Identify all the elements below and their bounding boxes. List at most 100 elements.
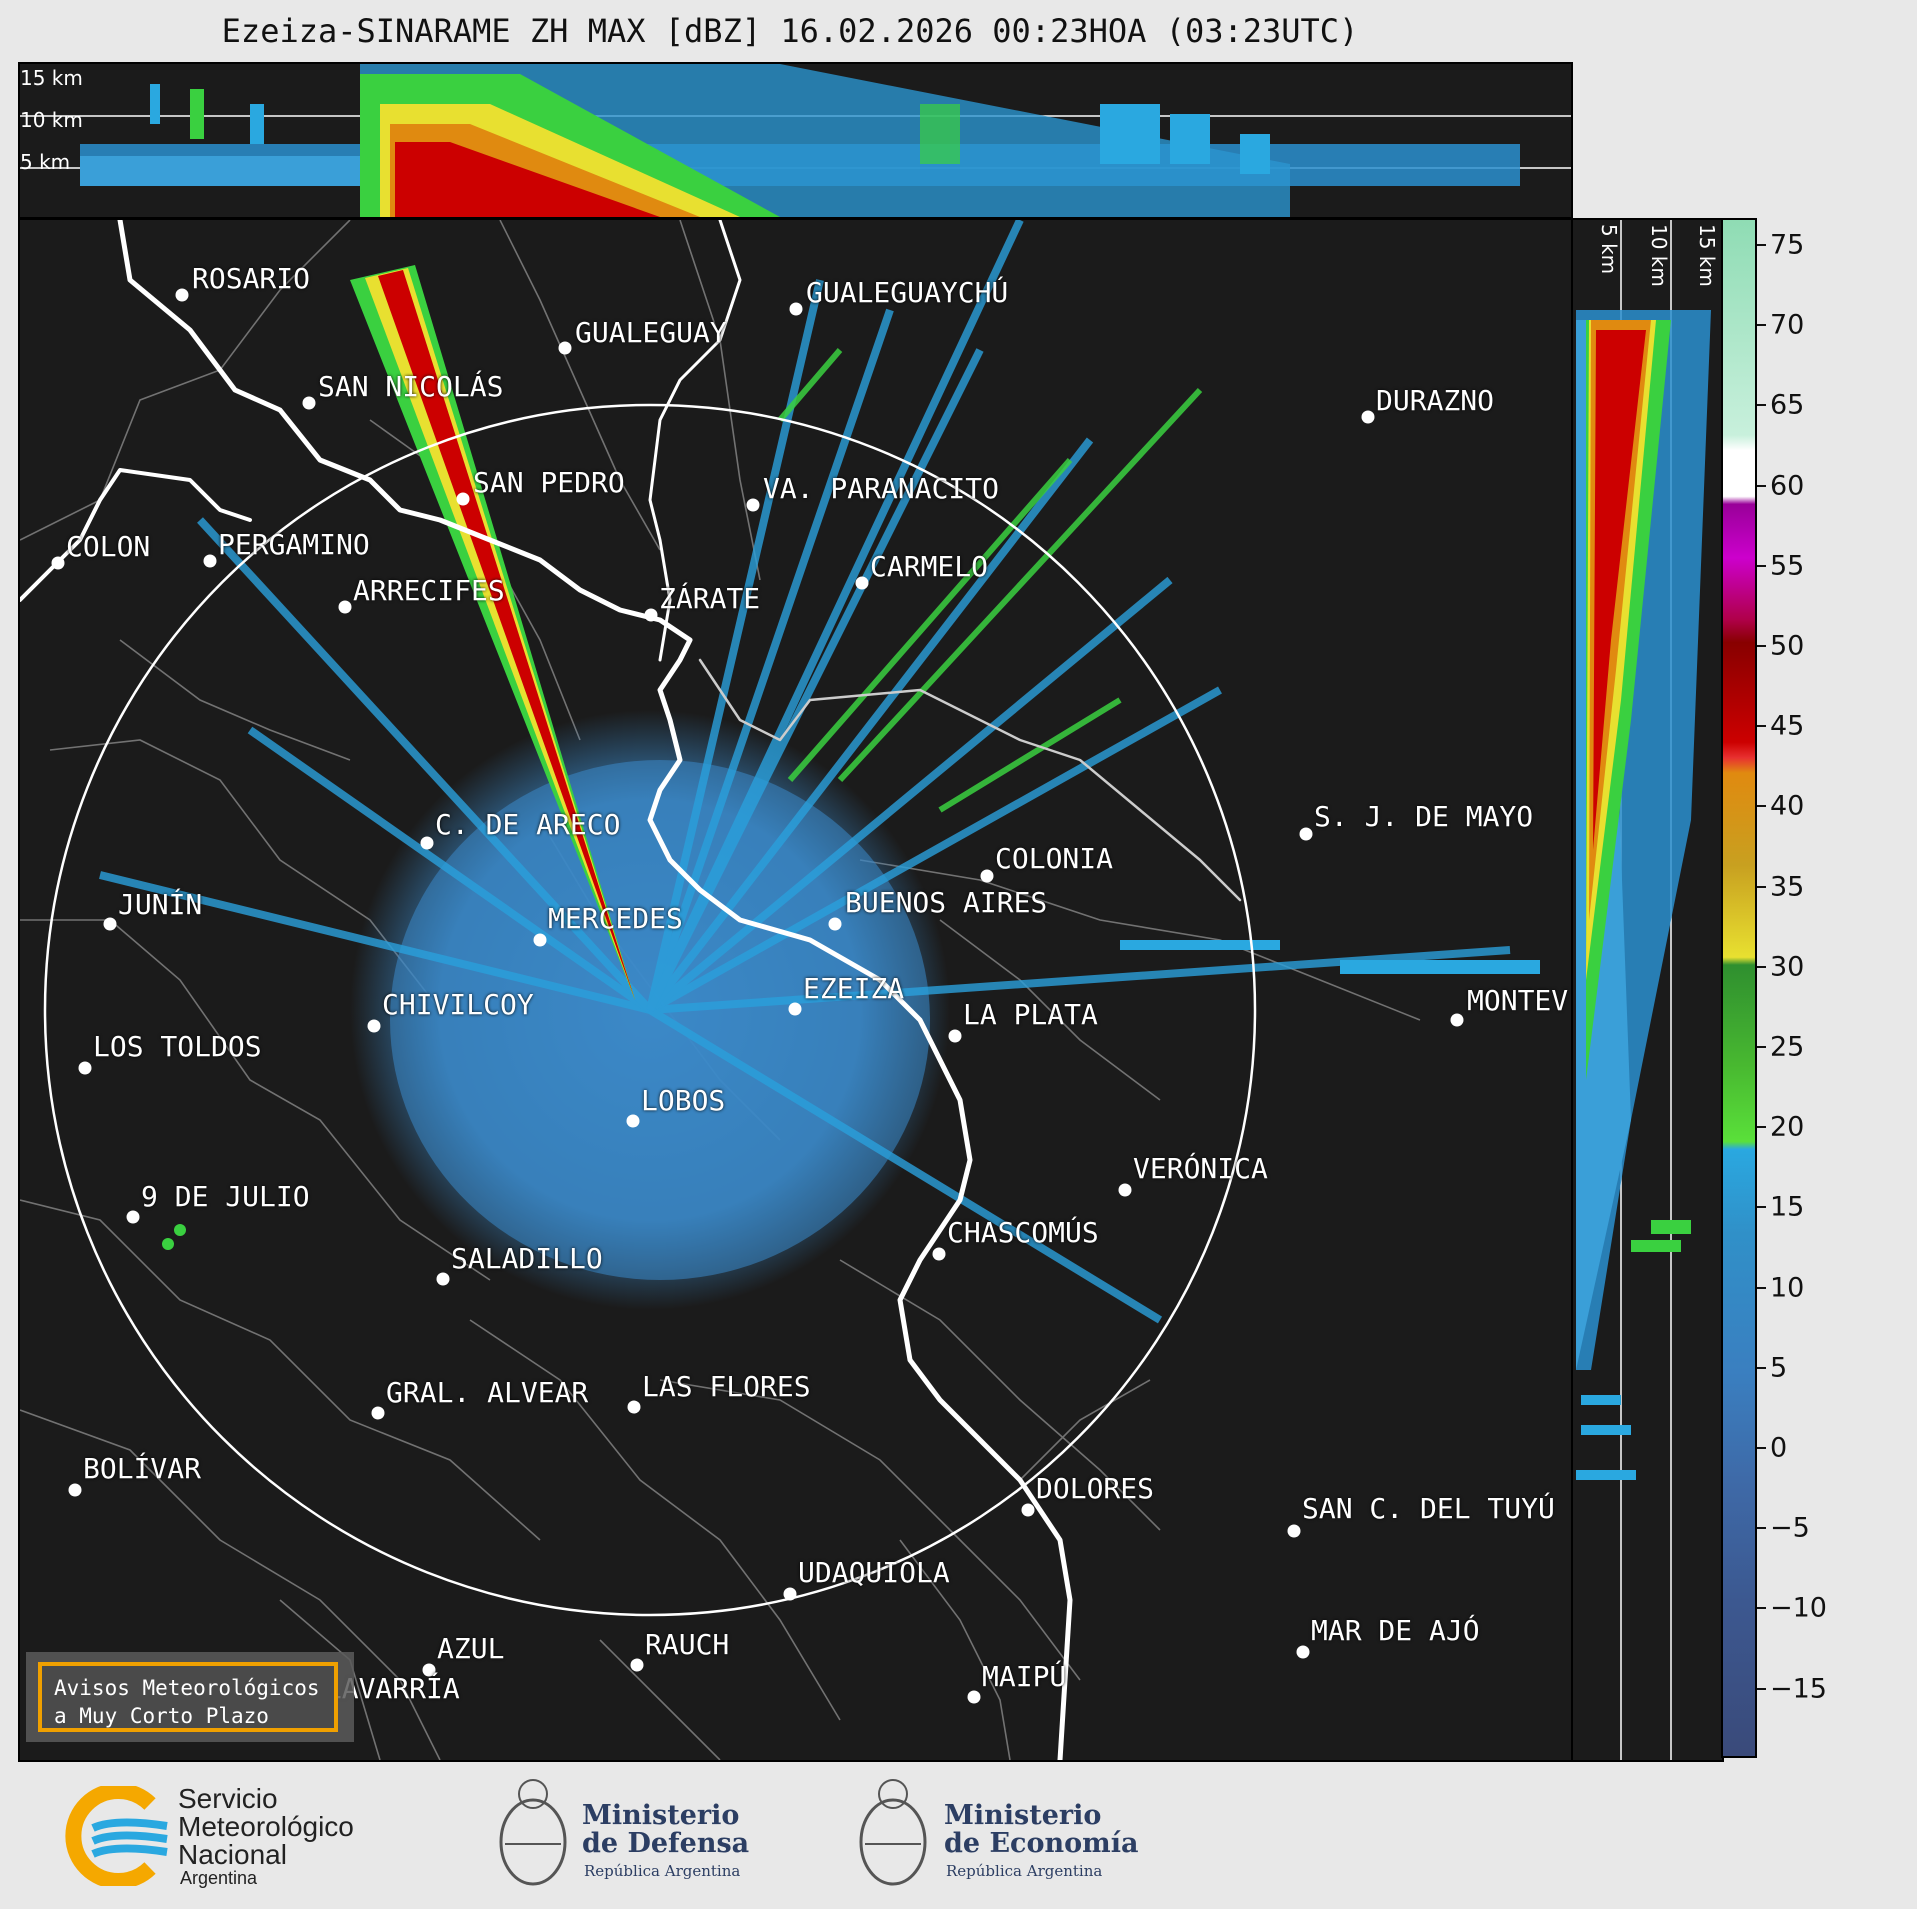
colorbar-tick-label: 15 bbox=[1770, 1191, 1805, 1223]
city-label-gral-alvear: GRAL. ALVEAR bbox=[386, 1376, 589, 1409]
city-dot-azul bbox=[422, 1663, 436, 1677]
city-label-junin: JUNÍN bbox=[118, 888, 203, 921]
city-label-san-c-del-tuyu: SAN C. DEL TUYÚ bbox=[1302, 1492, 1555, 1525]
city-dot-mar-de-ajo bbox=[1296, 1645, 1310, 1659]
city-dot-veronica bbox=[1118, 1183, 1132, 1197]
city-label-chascomus: CHASCOMÚS bbox=[947, 1216, 1099, 1249]
colorbar-tick-label: 75 bbox=[1770, 229, 1805, 261]
colorbar-tick-label: 5 bbox=[1770, 1352, 1788, 1384]
city-dot-montevideo bbox=[1450, 1013, 1464, 1027]
colorbar-tick-label: 20 bbox=[1770, 1111, 1805, 1143]
top-altitude-label-5: 5 km bbox=[20, 150, 71, 174]
colorbar-tick bbox=[1757, 1126, 1766, 1129]
city-label-montevideo: MONTEV bbox=[1467, 984, 1569, 1017]
footer: Servicio Meteorológico Nacional Argentin… bbox=[0, 1760, 1917, 1909]
warning-line-2: a Muy Corto Plazo bbox=[54, 1704, 269, 1728]
city-label-9-de-julio: 9 DE JULIO bbox=[141, 1180, 310, 1213]
city-dot-los-toldos bbox=[78, 1061, 92, 1075]
top-altitude-label-15: 15 km bbox=[20, 66, 83, 90]
city-dot-carmelo bbox=[855, 576, 869, 590]
colorbar-tick bbox=[1757, 1366, 1766, 1369]
colorbar-tick-label: 0 bbox=[1770, 1432, 1788, 1464]
city-label-colonia: COLONIA bbox=[995, 842, 1114, 875]
city-dot-9-de-julio bbox=[126, 1210, 140, 1224]
radar-echoes bbox=[99, 220, 1540, 1324]
city-dot-colonia bbox=[980, 869, 994, 883]
city-dot-la-plata bbox=[948, 1029, 962, 1043]
city-label-gualeguaychu: GUALEGUAYCHÚ bbox=[806, 276, 1009, 309]
colorbar-tick-label: 30 bbox=[1770, 951, 1805, 983]
colorbar-tick-label: 60 bbox=[1770, 470, 1805, 502]
city-label-zarate: ZÁRATE bbox=[659, 582, 761, 615]
city-dot-buenos-aires bbox=[828, 917, 842, 931]
colorbar-tick bbox=[1757, 324, 1766, 327]
city-dot-gualeguay bbox=[558, 341, 572, 355]
colorbar-tick bbox=[1757, 1607, 1766, 1610]
city-label-ezeiza: EZEIZA bbox=[803, 972, 905, 1005]
defensa-line-1: Ministerio bbox=[582, 1800, 740, 1831]
defensa-line-2: de Defensa bbox=[582, 1828, 750, 1859]
economia-line-1: Ministerio bbox=[944, 1800, 1102, 1831]
city-label-buenos-aires: BUENOS AIRES bbox=[845, 886, 1048, 919]
city-label-c-de-areco: C. DE ARECO bbox=[435, 808, 621, 841]
city-label-san-pedro: SAN PEDRO bbox=[473, 466, 625, 499]
city-dot-rosario bbox=[175, 288, 189, 302]
city-label-carmelo: CARMELO bbox=[870, 550, 989, 583]
city-dot-rauch bbox=[630, 1658, 644, 1672]
economia-line-3: República Argentina bbox=[946, 1862, 1103, 1880]
city-dot-las-flores bbox=[627, 1400, 641, 1414]
city-label-arrecifes: ARRECIFES bbox=[353, 574, 505, 607]
city-label-azul: AZUL bbox=[437, 1632, 505, 1665]
colorbar-tick bbox=[1757, 725, 1766, 728]
dbz-colorbar bbox=[1721, 218, 1757, 1758]
city-label-saladillo: SALADILLO bbox=[451, 1242, 603, 1275]
city-label-rosario: ROSARIO bbox=[192, 262, 311, 295]
city-dot-chivilcoy bbox=[367, 1019, 381, 1033]
smn-line-4: Argentina bbox=[180, 1868, 258, 1888]
colorbar-tick bbox=[1757, 1687, 1766, 1690]
city-dot-pergamino bbox=[203, 554, 217, 568]
right-altitude-label-10: 10 km bbox=[1647, 224, 1671, 287]
range-ring bbox=[43, 403, 1257, 1617]
city-label-mercedes: MERCEDES bbox=[548, 902, 683, 935]
colorbar-tick bbox=[1757, 885, 1766, 888]
colorbar-tick-label: −5 bbox=[1770, 1512, 1810, 1544]
city-dot-gral-alvear bbox=[371, 1406, 385, 1420]
colorbar-tick bbox=[1757, 244, 1766, 246]
colorbar-tick-label: 25 bbox=[1770, 1031, 1805, 1063]
colorbar-tick bbox=[1757, 564, 1766, 567]
city-label-maipu: MAIPÚ bbox=[982, 1660, 1067, 1693]
colorbar-tick bbox=[1757, 1206, 1766, 1209]
smn-line-1: Servicio bbox=[178, 1783, 278, 1814]
city-label-rauch: RAUCH bbox=[645, 1628, 730, 1661]
city-dot-san-pedro bbox=[456, 492, 470, 506]
economia-seal-icon bbox=[859, 1779, 927, 1886]
colorbar-tick-label: 45 bbox=[1770, 710, 1805, 742]
city-label-chivilcoy: CHIVILCOY bbox=[382, 988, 534, 1021]
right-altitude-label-5: 5 km bbox=[1597, 224, 1621, 275]
warning-box[interactable]: Avisos Meteorológicos a Muy Corto Plazo bbox=[38, 1662, 338, 1732]
city-dot-bolivar bbox=[68, 1483, 82, 1497]
colorbar-tick-label: 70 bbox=[1770, 309, 1805, 341]
defensa-seal-icon bbox=[499, 1779, 567, 1886]
chart-title: Ezeiza-SINARAME ZH MAX [dBZ] 16.02.2026 … bbox=[221, 12, 1359, 50]
city-label-gualeguay: GUALEGUAY bbox=[575, 316, 727, 349]
city-label-s-j-de-mayo: S. J. DE MAYO bbox=[1314, 800, 1534, 833]
city-label-va-paranacito: VA. PARANACITO bbox=[763, 472, 1000, 505]
city-label-dolores: DOLORES bbox=[1036, 1472, 1155, 1505]
city-dot-s-j-de-mayo bbox=[1299, 827, 1313, 841]
city-label-los-toldos: LOS TOLDOS bbox=[93, 1030, 262, 1063]
colorbar-tick bbox=[1757, 645, 1766, 647]
smn-line-2: Meteorológico bbox=[178, 1811, 354, 1842]
colorbar-tick-label: 65 bbox=[1770, 389, 1805, 421]
right-cross-section-echoes bbox=[1576, 220, 1711, 1760]
city-label-udaquiola: UDAQUIOLA bbox=[798, 1556, 950, 1589]
city-label-pergamino: PERGAMINO bbox=[218, 528, 370, 561]
colorbar-tick bbox=[1757, 805, 1766, 808]
city-dot-lobos bbox=[626, 1114, 640, 1128]
warning-line-1: Avisos Meteorológicos bbox=[54, 1676, 320, 1700]
radar-map-panel: ROSARIO GUALEGUAYCHÚ GUALEGUAY SAN NICOL… bbox=[18, 218, 1573, 1762]
colorbar-tick-label: 50 bbox=[1770, 630, 1805, 662]
colorbar-tick bbox=[1757, 404, 1766, 407]
city-dot-mercedes bbox=[533, 933, 547, 947]
